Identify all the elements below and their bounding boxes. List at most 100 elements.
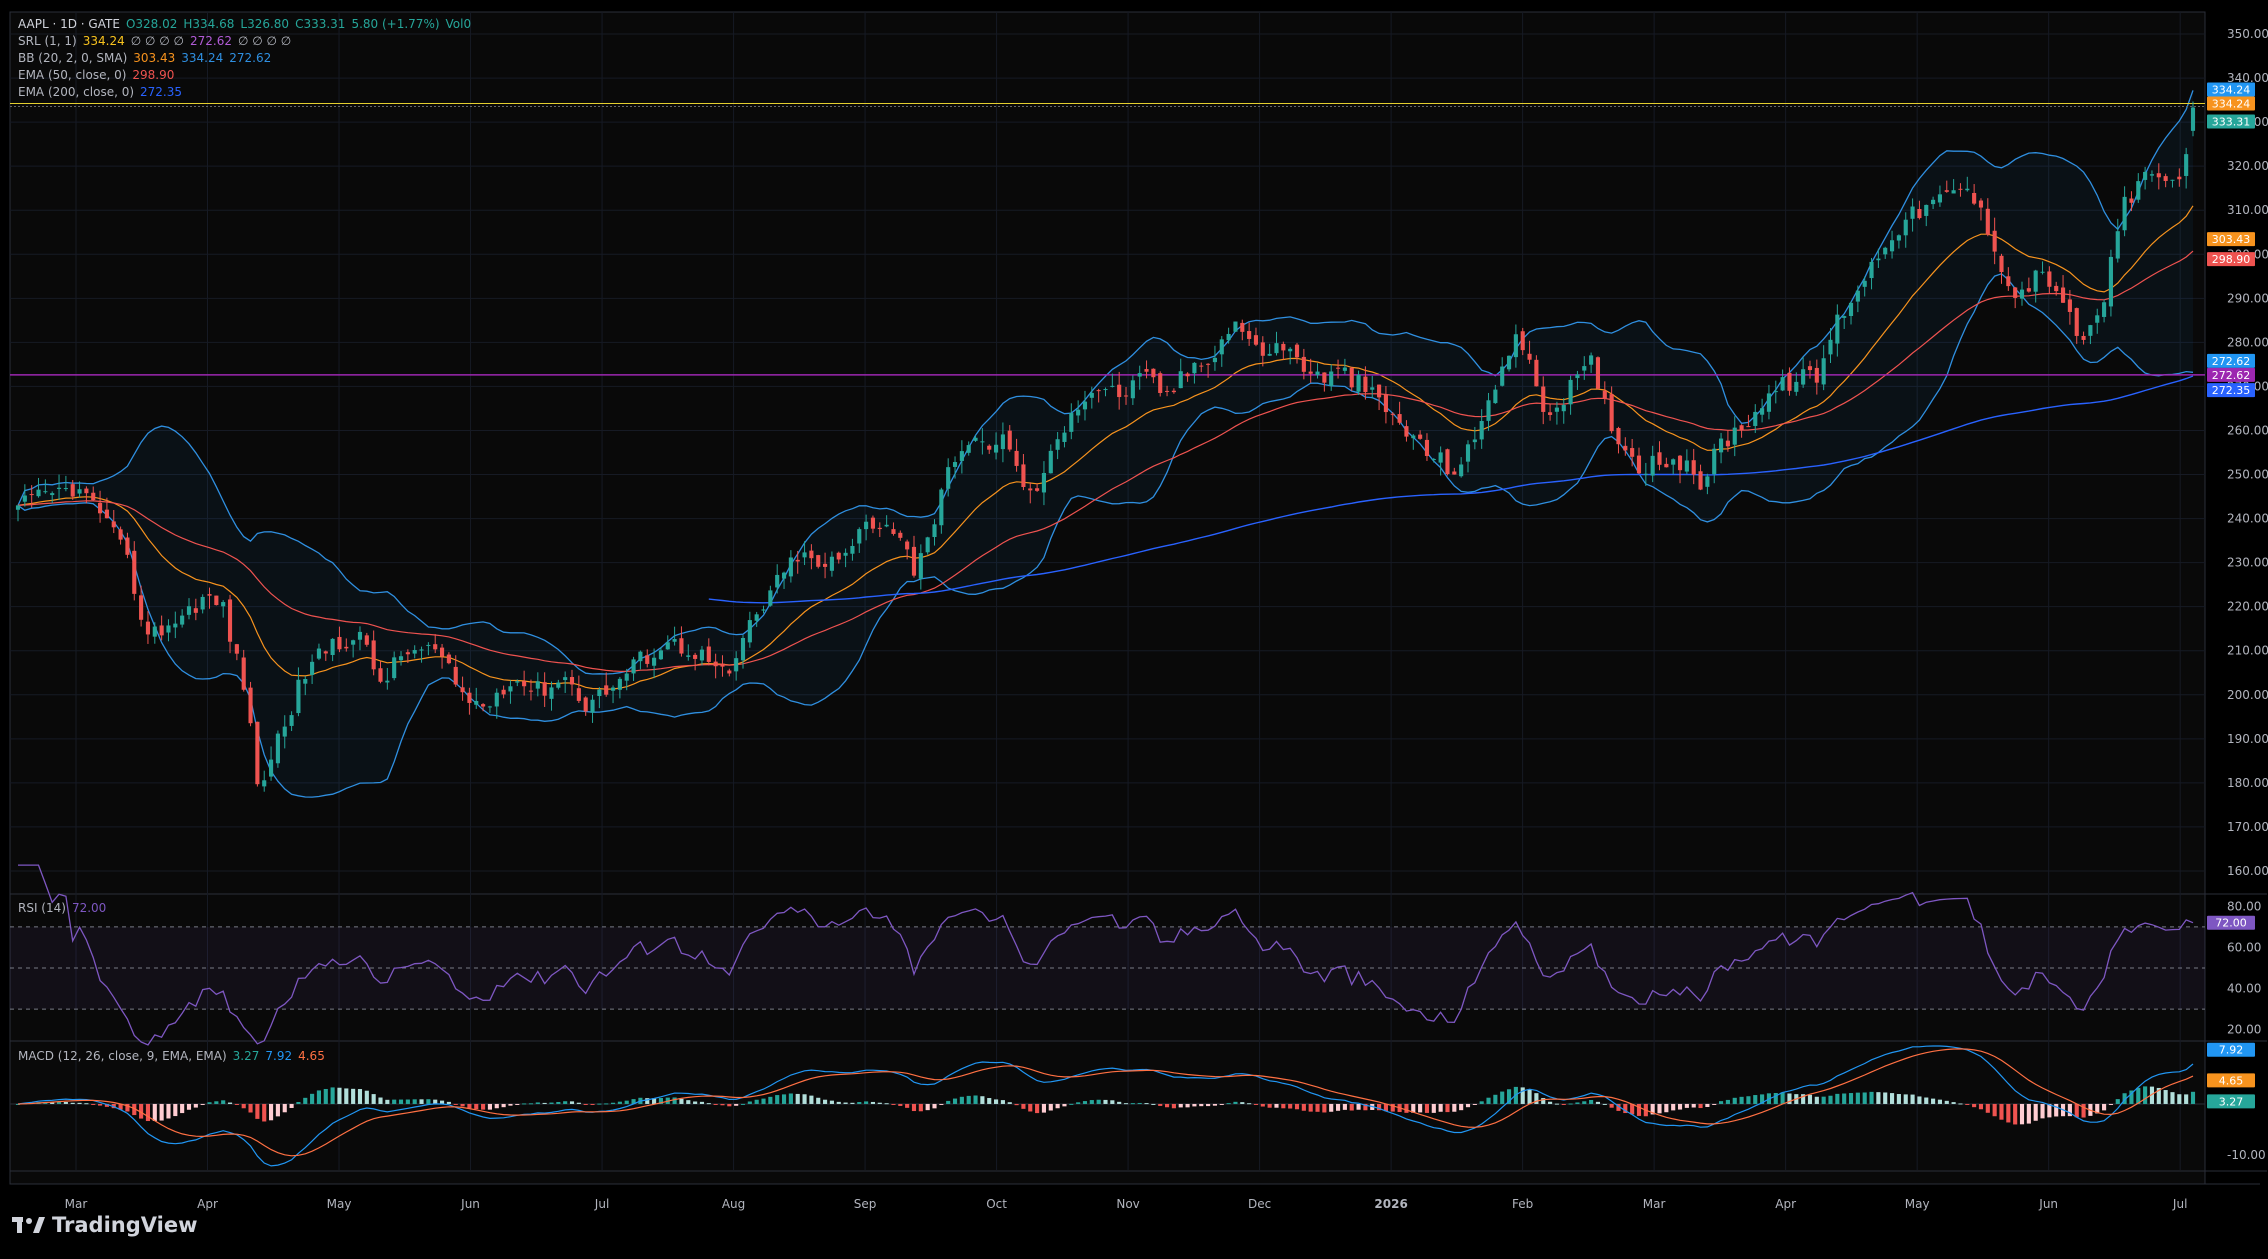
candle-body <box>241 657 246 690</box>
macd-hist-bar <box>911 1103 917 1112</box>
macd-hist-bar <box>2136 1087 2141 1104</box>
macd-hist-bar <box>905 1103 910 1108</box>
macd-hist-bar <box>1677 1103 1683 1110</box>
price-tag-bg <box>2207 367 2255 382</box>
candle-body <box>2143 171 2148 180</box>
candle-body <box>1212 357 1217 363</box>
macd-hist-bar <box>1999 1103 2004 1120</box>
legend-srl[interactable]: SRL (1, 1) 334.24 ∅ ∅ ∅ ∅ 272.62 ∅ ∅ ∅ ∅ <box>18 34 291 48</box>
candle-body <box>1390 413 1395 415</box>
macd-hist-bar <box>132 1103 137 1116</box>
candle-body <box>1192 362 1197 374</box>
legend-bb-v1: 303.43 <box>133 51 176 65</box>
legend-bb-label: BB (20, 2, 0, SMA) <box>18 51 128 65</box>
candle-body <box>1917 209 1922 219</box>
macd-hist-bar <box>227 1102 233 1104</box>
macd-hist-bar <box>1021 1103 1026 1109</box>
price-tag-label: 334.24 <box>2212 97 2251 110</box>
macd-hist-bar <box>118 1103 123 1110</box>
candle-body <box>1835 314 1840 344</box>
macd-hist-bar <box>1554 1103 1559 1105</box>
price-tag-label: 272.35 <box>2212 384 2251 397</box>
candle-body <box>2033 270 2038 292</box>
candle-body <box>70 484 75 497</box>
candle-body <box>446 654 451 664</box>
candle-body <box>2088 325 2093 336</box>
macd-hist-bar <box>398 1099 404 1104</box>
legend-macd[interactable]: MACD (12, 26, close, 9, EMA, EMA) 3.27 7… <box>18 1049 325 1063</box>
tradingview-logo[interactable]: TradingView <box>12 1213 197 1237</box>
candle-body <box>1842 316 1847 318</box>
candle-body <box>1780 377 1785 391</box>
macd-hist-bar <box>1404 1103 1409 1113</box>
macd-hist-bar <box>617 1101 622 1104</box>
candle-body <box>1554 407 1559 412</box>
candle-body <box>1301 356 1306 372</box>
macd-hist-bar <box>214 1101 219 1104</box>
macd-hist-bar <box>453 1103 458 1105</box>
macd-hist-bar <box>145 1103 151 1122</box>
macd-hist-bar <box>207 1102 212 1104</box>
time-tick-label: Jun <box>460 1197 480 1211</box>
candle-body <box>768 590 773 606</box>
price-tick-label: 260.00 <box>2227 423 2268 437</box>
price-tag-bg <box>2207 252 2255 267</box>
bb-lower-line <box>17 273 2194 798</box>
legend-bb[interactable]: BB (20, 2, 0, SMA) 303.43 334.24 272.62 <box>18 51 271 65</box>
candle-body <box>214 595 219 606</box>
macd-hist-bar <box>1500 1091 1505 1104</box>
candle-body <box>1965 188 1970 191</box>
macd-hist-bar <box>734 1103 739 1106</box>
legend-rsi[interactable]: RSI (14) 72.00 <box>18 901 106 915</box>
macd-hist-bar <box>1431 1103 1436 1113</box>
candle-body <box>1807 366 1813 371</box>
macd-hist-bar <box>836 1101 841 1104</box>
macd-hist-bar <box>2102 1103 2107 1111</box>
macd-hist-bar <box>1212 1103 1217 1106</box>
candle-body <box>1123 395 1129 397</box>
candle-body <box>1766 393 1772 412</box>
legend-symbol[interactable]: AAPL · 1D · GATE <box>18 17 120 31</box>
candle-body <box>1999 255 2004 273</box>
macd-hist-bar <box>1493 1094 1498 1104</box>
rsi-tick-label: 60.00 <box>2227 940 2261 954</box>
candle-body <box>1349 367 1354 388</box>
candle-body <box>453 666 458 685</box>
macd-hist-bar <box>1760 1094 1765 1104</box>
price-tick-label: 180.00 <box>2227 776 2268 790</box>
macd-hist-bar <box>2033 1103 2038 1121</box>
legend-srl-extra2: ∅ ∅ ∅ ∅ <box>237 34 292 48</box>
macd-hist-bar <box>679 1098 684 1104</box>
candle-body <box>2047 271 2052 287</box>
candle-body <box>1582 366 1587 371</box>
time-tick-label: Apr <box>197 1197 218 1211</box>
macd-hist-bar <box>2170 1092 2175 1104</box>
chart-frame <box>9 11 2206 1185</box>
candle-body <box>515 681 520 683</box>
candle-body <box>43 491 48 493</box>
candle-body <box>1288 348 1293 352</box>
macd-hist-bar <box>1602 1103 1607 1105</box>
candle-body <box>1589 355 1594 365</box>
candle-body <box>111 521 116 528</box>
macd-hist-bar <box>262 1103 267 1122</box>
legend-ema200[interactable]: EMA (200, close, 0) 272.35 <box>18 85 182 99</box>
candle-body <box>994 444 999 453</box>
macd-hist-bar <box>604 1103 609 1105</box>
legend-ema50[interactable]: EMA (50, close, 0) 298.90 <box>18 68 174 82</box>
macd-hist-bar <box>2019 1103 2025 1125</box>
candle-body <box>255 721 260 785</box>
candle-body <box>1178 371 1183 389</box>
macd-hist-bar <box>2163 1090 2168 1104</box>
candle-body <box>1383 394 1388 413</box>
macd-hist-bar <box>1103 1099 1108 1104</box>
macd-hist-bar <box>1158 1103 1163 1106</box>
macd-hist-bar <box>1589 1099 1594 1104</box>
candle-body <box>740 638 746 661</box>
macd-hist-bar <box>740 1103 746 1105</box>
candle-body <box>330 638 335 656</box>
macd-hist-bar <box>1411 1103 1416 1113</box>
candle-body <box>357 631 363 640</box>
candle-body <box>638 651 643 662</box>
